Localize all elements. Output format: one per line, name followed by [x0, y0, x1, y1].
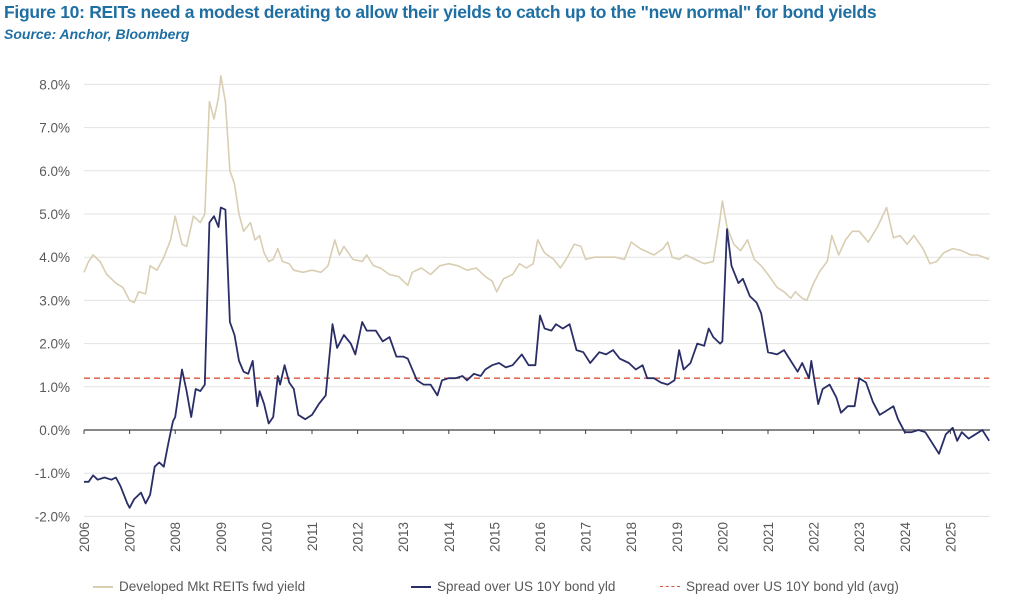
x-tick-label: 2014 [442, 522, 457, 553]
x-tick-label: 2007 [123, 522, 138, 552]
legend-swatch-spread-avg [660, 586, 680, 587]
x-tick-label: 2008 [168, 522, 183, 552]
x-tick-label: 2013 [396, 522, 411, 552]
legend-swatch-spread [411, 585, 431, 588]
x-tick-label: 2024 [898, 522, 913, 553]
x-tick-label: 2022 [807, 522, 822, 552]
legend-label: Developed Mkt REITs fwd yield [119, 579, 306, 594]
legend-label: Spread over US 10Y bond yld (avg) [686, 579, 899, 594]
x-tick-label: 2020 [715, 522, 730, 552]
y-tick-label: 5.0% [39, 207, 70, 222]
x-tick-label: 2021 [761, 522, 776, 552]
legend-item-spread: Spread over US 10Y bond yld [411, 579, 615, 594]
x-tick-label: 2016 [533, 522, 548, 552]
y-tick-label: 6.0% [39, 164, 70, 179]
x-tick-label: 2017 [579, 522, 594, 552]
y-tick-label: 4.0% [39, 250, 70, 265]
chart-subtitle: Source: Anchor, Bloomberg [4, 26, 190, 42]
legend-label: Spread over US 10Y bond yld [437, 579, 616, 594]
y-tick-label: 2.0% [39, 337, 70, 352]
y-tick-label: -1.0% [35, 466, 70, 481]
x-tick-label: 2023 [852, 522, 867, 552]
legend-item-reits-yield: Developed Mkt REITs fwd yield [93, 579, 305, 594]
y-tick-label: 8.0% [39, 77, 70, 92]
x-tick-label: 2006 [77, 522, 92, 552]
x-tick-label: 2019 [670, 522, 685, 552]
chart-title: Figure 10: REITs need a modest derating … [4, 2, 877, 22]
x-tick-label: 2018 [624, 522, 639, 552]
y-tick-label: 7.0% [39, 121, 70, 136]
x-tick-label: 2010 [259, 522, 274, 552]
x-tick-label: 2012 [351, 522, 366, 552]
y-tick-label: 1.0% [39, 380, 70, 395]
x-tick-label: 2025 [943, 522, 958, 552]
series-line-reits-yield [83, 75, 990, 304]
y-tick-label: 3.0% [39, 293, 70, 308]
x-tick-label: 2011 [305, 522, 320, 551]
legend-swatch-reits-yield [93, 585, 113, 588]
y-tick-label: 0.0% [39, 423, 70, 438]
x-tick-label: 2009 [214, 522, 229, 552]
series-line-spread [84, 206, 990, 509]
y-tick-label: -2.0% [35, 509, 70, 524]
legend-item-spread-avg: Spread over US 10Y bond yld (avg) [660, 579, 899, 594]
x-tick-label: 2015 [487, 522, 502, 552]
